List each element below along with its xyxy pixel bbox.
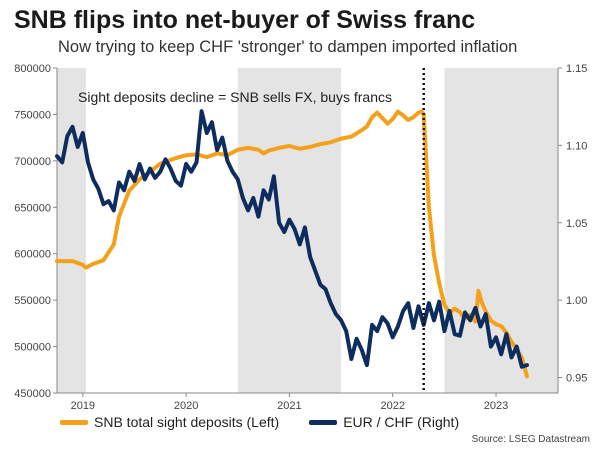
source-note: Source: LSEG Datastream — [471, 434, 590, 445]
chart-subtitle: Now trying to keep CHF 'stronger' to dam… — [58, 38, 518, 56]
shaded-period-0 — [57, 68, 86, 393]
series — [55, 109, 529, 379]
shaded-period-2 — [444, 68, 558, 393]
left-tick-label-2: 550000 — [14, 295, 51, 307]
legend-item-deposits: SNB total sight deposits (Left) — [60, 414, 279, 430]
left-tick-label-3: 600000 — [14, 249, 51, 261]
left-tick-label-5: 700000 — [14, 156, 51, 168]
x-tick-label-2: 2021 — [277, 400, 301, 412]
axes: 450000 500000 550000 600000 650000 700000 7500… — [14, 63, 587, 412]
left-tick-label-7: 800000 — [14, 63, 51, 75]
left-tick-label-4: 650000 — [14, 202, 51, 214]
left-tick-label-1: 500000 — [14, 342, 51, 354]
x-tick-label-0: 2019 — [71, 400, 95, 412]
series-line-eurchf — [55, 109, 529, 369]
x-tick-label-4: 2023 — [484, 400, 508, 412]
right-tick-label-4: 1.15 — [566, 63, 587, 75]
x-tick-label-3: 2022 — [380, 400, 404, 412]
legend-item-eurchf: EUR / CHF (Right) — [309, 414, 459, 430]
left-tick-label-0: 450000 — [14, 388, 51, 400]
left-tick-label-6: 750000 — [14, 109, 51, 121]
legend-swatch-deposits — [60, 419, 88, 425]
legend: SNB total sight deposits (Left) EUR / CH… — [60, 414, 489, 430]
legend-label-eurchf: EUR / CHF (Right) — [343, 414, 460, 430]
legend-swatch-eurchf — [309, 419, 338, 425]
right-tick-label-0: 0.95 — [566, 373, 587, 385]
right-tick-label-1: 1.00 — [566, 295, 587, 307]
series-line-sight-deposits — [55, 109, 529, 379]
right-tick-label-3: 1.10 — [566, 140, 587, 152]
shaded-period-1 — [237, 68, 342, 393]
x-tick-label-1: 2020 — [174, 400, 198, 412]
shaded-periods — [57, 68, 558, 393]
chart-annotation: Sight deposits decline = SNB sells FX, b… — [78, 89, 392, 105]
right-tick-label-2: 1.05 — [566, 218, 587, 230]
legend-label-deposits: SNB total sight deposits (Left) — [94, 414, 280, 430]
chart-title: SNB flips into net-buyer of Swiss franc — [14, 6, 476, 34]
